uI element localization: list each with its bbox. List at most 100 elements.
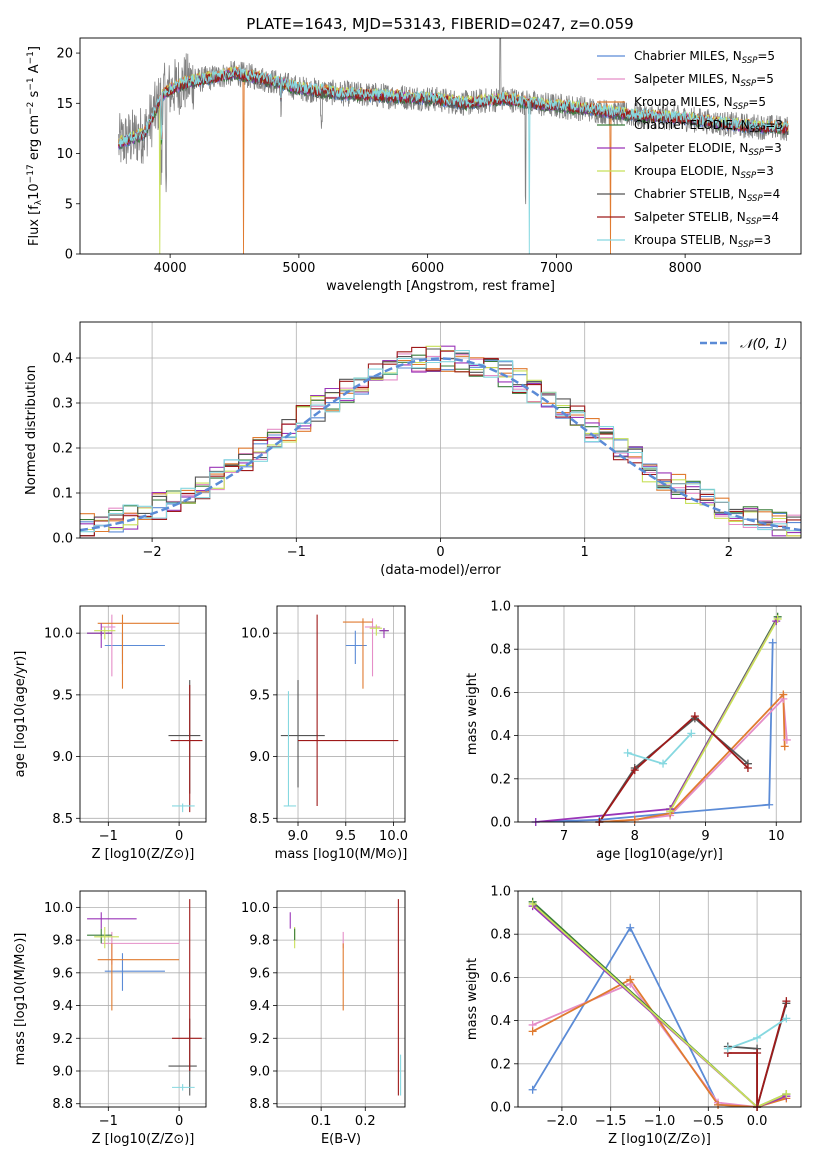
weight-marker-kroupa_miles [779,690,788,699]
y-tick-label: 9.0 [249,1065,270,1080]
x-tick-label: 0.1 [311,1114,332,1129]
weight-marker-salpeter_stelib [690,712,699,721]
legend-subscript: SSP [741,79,757,89]
figure-title: PLATE=1643, MJD=53143, FIBERID=0247, z=0… [246,15,633,33]
legend-label: Kroupa MILES, NSSP=5 [634,95,766,112]
y-label-part: λ [34,199,44,205]
legend-subscript: SSP [750,125,766,135]
legend-label: Salpeter ELODIE, NSSP=3 [634,141,782,158]
legend-tail: =5 [756,72,774,86]
y-tick-label: 9.4 [52,999,73,1014]
y-tick-label: 9.8 [249,934,270,949]
y-tick-label: 9.5 [52,688,73,703]
weight-line-salpeter_stelib [727,1000,788,1107]
axes-residuals: −2 −1 0 1 2 0.0 0.1 0.2 0.3 0.4 𝒩(0, 1) (data-model… [24,321,802,578]
x-axis-label: mass [log10(M/M⊙)] [275,847,408,862]
axes-age_vs_mass: 9.0 9.5 10.0 8.5 9.0 9.5 10.0 mass [log10(M/M⊙)… [241,605,408,862]
legend-tail: =5 [748,95,766,109]
weight-line-salpeter_elodie [535,620,777,822]
legend-subscript: SSP [746,217,762,227]
legend-label: Chabrier MILES, NSSP=5 [634,49,775,66]
y-label-part: Flux [f [27,205,42,246]
legend-subscript: SSP [733,102,749,112]
y-tick-label: 20 [56,47,73,62]
y-tick-label: 0.2 [52,442,73,457]
axes-frame [79,37,802,255]
y-tick-label: 10.0 [241,901,270,916]
legend-text: Kroupa STELIB, N [634,233,738,247]
y-tick-label: 1.0 [490,600,511,615]
axes-frame [79,321,802,539]
x-tick-label: −1.0 [644,1114,676,1129]
legend-text: Salpeter STELIB, N [634,210,746,224]
weight-marker-kroupa_stelib [723,1044,732,1053]
y-tick-label: 10.0 [44,901,73,916]
x-tick-label: 6000 [411,261,444,276]
x-axis-label: Z [log10(Z/Z⊙)] [92,1132,195,1147]
y-axis-label: Normed distribution [24,365,39,495]
x-axis-label: wavelength [Angstrom, rest frame] [326,279,555,294]
x-tick-label: 9 [701,829,709,844]
weight-marker-kroupa_elodie [773,614,782,623]
weight-marker-salpeter_stelib [630,766,639,775]
y-tick-label: 9.6 [52,966,73,981]
legend-subscript: SSP [742,56,758,66]
y-tick-label: 0.8 [490,928,511,943]
y-label-part: erg cm [27,115,42,164]
y-tick-label: 9.2 [249,1032,270,1047]
y-tick-label: 10.0 [44,627,73,642]
legend-subscript: SSP [747,194,763,204]
y-tick-label: 1.0 [490,885,511,900]
axes-frame [517,890,802,1108]
axes-spectrum: 4000 5000 6000 7000 8000 0 5 10 15 20 Chabrier MIL… [26,37,802,294]
weight-marker-kroupa_miles [528,1027,537,1036]
y-tick-label: 0.4 [490,729,511,744]
weight-marker-kroupa_miles [714,1100,723,1109]
legend-tail: =3 [764,141,782,155]
axes-frame [79,890,207,1108]
weight-marker-kroupa_elodie [528,899,537,908]
y-tick-label: 0.4 [490,1014,511,1029]
y-axis-label: mass weight [465,958,480,1040]
x-tick-label: 0 [436,545,444,560]
x-tick-label: 1 [581,545,589,560]
legend-tail: =3 [756,164,774,178]
weight-line-salpeter_miles [532,982,758,1107]
legend-text: Chabrier STELIB, N [634,187,747,201]
weight-marker-salpeter_stelib [782,997,791,1006]
x-tick-label: 9.0 [288,829,309,844]
legend-tail: =3 [765,118,783,132]
plot-area [87,899,202,1096]
weight-marker-salpeter_stelib [753,1049,762,1057]
x-tick-label: −1.5 [595,1114,627,1129]
weight-marker-kroupa_elodie [782,1090,791,1099]
x-tick-label: 0 [175,829,183,844]
legend-label: 𝒩(0, 1) [740,337,787,352]
y-tick-label: 10 [56,147,73,162]
histogram-kroupa_stelib [80,350,801,533]
legend-label: Kroupa STELIB, NSSP=3 [634,233,771,250]
x-tick-label: 10.0 [379,829,408,844]
legend-subscript: SSP [741,171,757,181]
model-spectrum-kroupa_stelib [118,67,789,254]
weight-marker-salpeter_miles [782,735,791,744]
axes-frame [517,605,802,823]
y-tick-label: 0.2 [490,1057,511,1072]
legend-label: Salpeter MILES, NSSP=5 [634,72,774,89]
axes-frame [276,890,406,1108]
x-tick-label: 8 [631,829,639,844]
legend-text: Kroupa ELODIE, N [634,164,741,178]
y-tick-label: 0.2 [490,772,511,787]
weight-line-kroupa_elodie [669,618,779,812]
legend-text: Chabrier MILES, N [634,49,742,63]
legend-subscript: SSP [748,148,764,158]
axes-weight_vs_Z: −2.0 −1.5 −1.0 −0.5 0.0 0.0 0.2 0.4 0.6 0.8 1.0 Z [… [465,885,802,1147]
weight-line-salpeter_stelib [598,714,749,822]
weight-marker-kroupa_stelib [687,729,696,738]
x-tick-label: 2 [725,545,733,560]
weight-marker-kroupa_elodie [666,807,675,816]
plot-area [535,616,788,822]
